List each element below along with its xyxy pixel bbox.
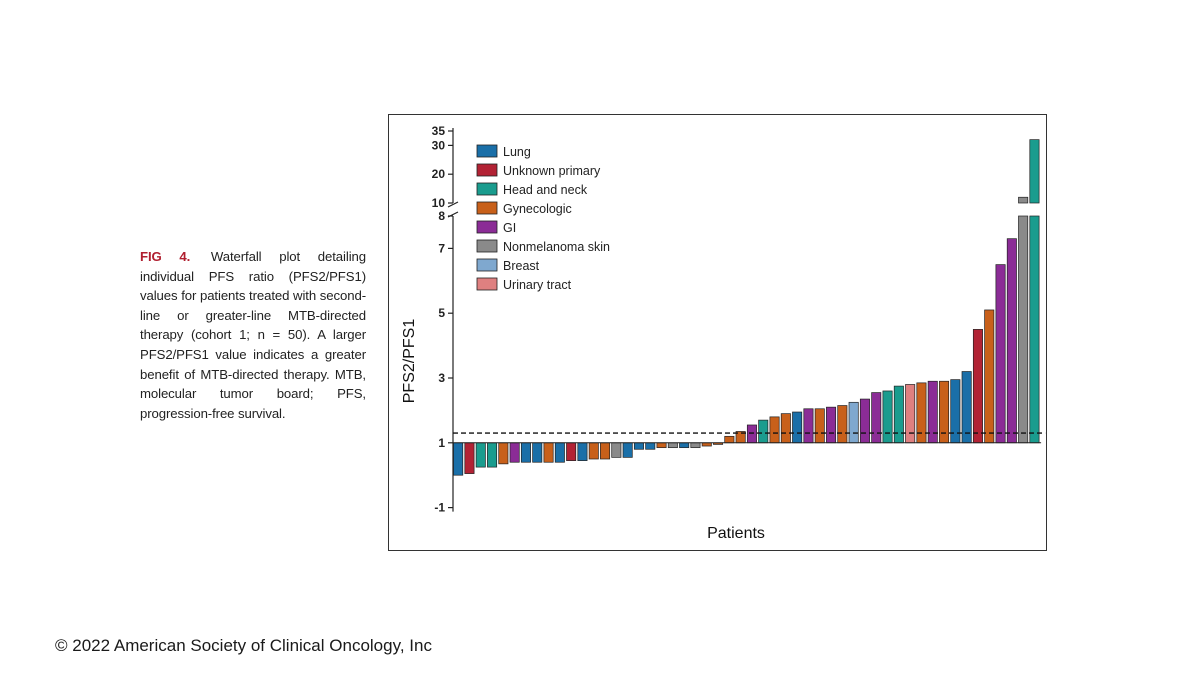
bar xyxy=(972,329,983,444)
bar xyxy=(1006,238,1017,444)
figure-caption-text: Waterfall plot detailing individual PFS … xyxy=(140,249,366,421)
bar xyxy=(871,392,882,444)
legend-label: Lung xyxy=(503,145,531,159)
bar xyxy=(656,442,667,449)
bar xyxy=(554,442,565,463)
bar xyxy=(645,442,656,450)
y-axis-title: PFS2/PFS1 xyxy=(401,319,418,404)
bar xyxy=(464,442,475,474)
bar-lower-segment xyxy=(1018,215,1029,444)
bar xyxy=(848,401,859,444)
bar xyxy=(758,419,769,444)
chart-frame: -113578102030351.3LungUnknown primaryHea… xyxy=(388,114,1047,551)
bar xyxy=(543,442,554,463)
bar-upper-segment xyxy=(1029,139,1040,204)
bar xyxy=(667,442,678,449)
y-tick-label: -1 xyxy=(434,501,445,515)
figure-label: FIG 4. xyxy=(140,249,191,264)
legend-swatch xyxy=(476,277,498,291)
bar xyxy=(814,408,825,444)
legend-label: Urinary tract xyxy=(503,278,572,292)
y-tick-label: 7 xyxy=(438,241,445,255)
bar xyxy=(746,424,757,444)
y-tick-label: 10 xyxy=(432,196,446,210)
y-tick-label: 3 xyxy=(438,371,445,385)
y-tick-label: 5 xyxy=(438,306,445,320)
bar xyxy=(837,405,848,444)
bar xyxy=(803,408,814,444)
bar xyxy=(826,406,837,444)
y-tick-label: 30 xyxy=(432,138,446,152)
bar xyxy=(859,398,870,444)
bar xyxy=(916,382,927,444)
legend-swatch xyxy=(476,239,498,253)
bar xyxy=(600,442,611,460)
y-tick-label: 20 xyxy=(432,167,446,181)
bar xyxy=(622,442,633,458)
bar xyxy=(724,435,735,444)
waterfall-chart: -113578102030351.3LungUnknown primaryHea… xyxy=(401,124,1046,542)
bar xyxy=(984,309,995,444)
bar xyxy=(780,413,791,444)
legend-swatch xyxy=(476,220,498,234)
bar xyxy=(961,371,972,444)
legend-label: Breast xyxy=(503,259,540,273)
copyright-notice: © 2022 American Society of Clinical Onco… xyxy=(55,636,432,655)
bar xyxy=(509,442,520,463)
bar-upper-segment xyxy=(1018,196,1029,204)
bar xyxy=(611,442,622,458)
legend-label: Head and neck xyxy=(503,183,588,197)
bar xyxy=(792,411,803,444)
bar xyxy=(577,442,588,461)
x-axis-title: Patients xyxy=(707,525,765,542)
bar xyxy=(566,442,577,461)
bar-lower-segment xyxy=(1029,215,1040,444)
bar xyxy=(532,442,543,463)
legend-swatch xyxy=(476,163,498,177)
bar xyxy=(882,390,893,444)
bar xyxy=(690,442,701,449)
bar xyxy=(893,385,904,444)
y-tick-label: 8 xyxy=(438,209,445,223)
legend-label: GI xyxy=(503,221,516,235)
y-tick-label: 35 xyxy=(432,124,446,138)
legend-swatch xyxy=(476,182,498,196)
legend-swatch xyxy=(476,201,498,215)
bar xyxy=(453,442,464,476)
bar xyxy=(633,442,644,450)
bar xyxy=(905,384,916,444)
bar xyxy=(679,442,690,449)
figure-caption: FIG 4. Waterfall plot detailing individu… xyxy=(140,247,366,423)
bar xyxy=(769,416,780,444)
legend-swatch xyxy=(476,258,498,272)
legend-label: Gynecologic xyxy=(503,202,572,216)
bar xyxy=(487,442,498,468)
bar xyxy=(498,442,509,465)
bar xyxy=(520,442,531,463)
bar xyxy=(588,442,599,460)
y-tick-label: 1 xyxy=(438,436,445,450)
bar xyxy=(475,442,486,468)
bar xyxy=(995,264,1006,444)
axis-break-mark-upper xyxy=(447,201,459,208)
legend-label: Nonmelanoma skin xyxy=(503,240,610,254)
legend-label: Unknown primary xyxy=(503,164,601,178)
legend-swatch xyxy=(476,144,498,158)
